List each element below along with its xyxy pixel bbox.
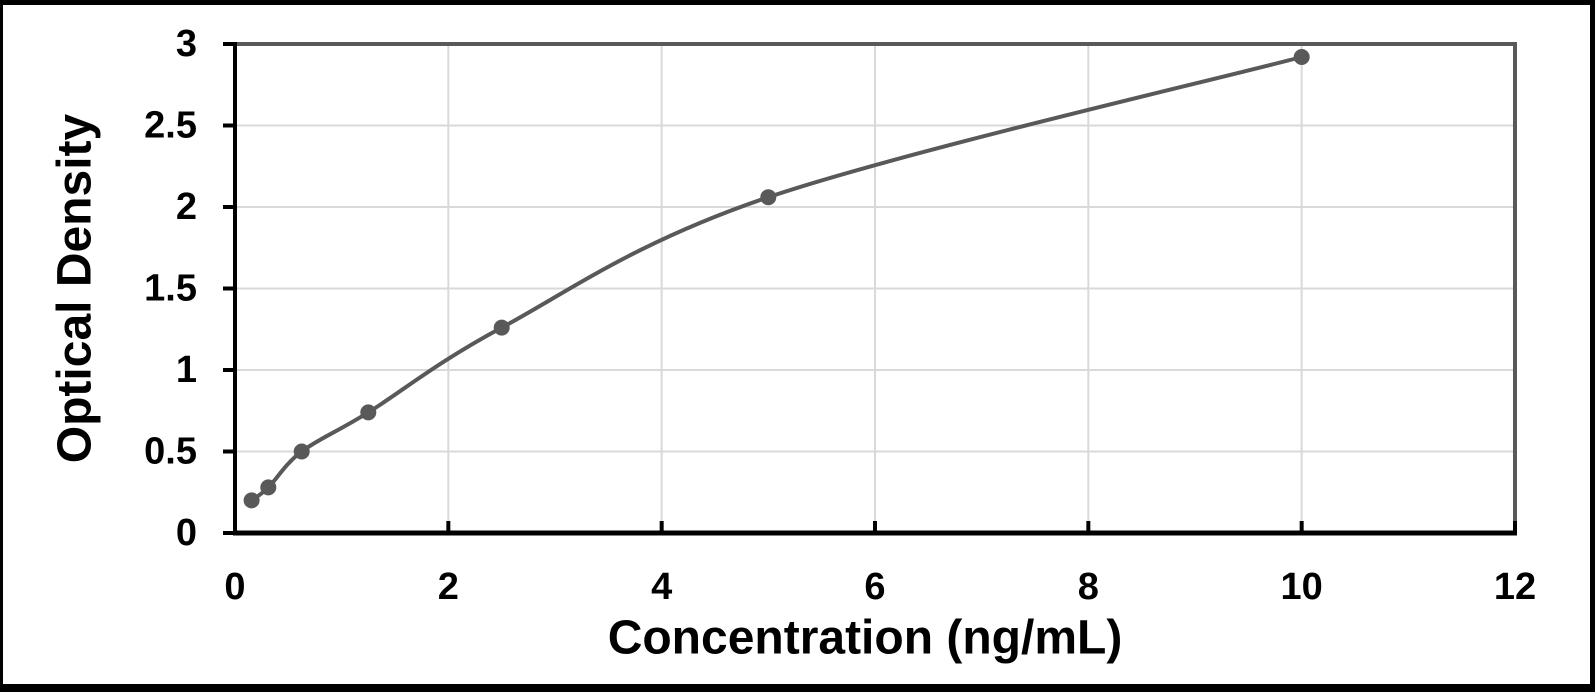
axis-labels: 0 0.5 1 1.5 2 2.5 3 0 2 4 6 8 10 12 Concentration (ng/…: [49, 23, 1537, 665]
data-point: [760, 189, 777, 206]
y-tick-label: 1: [176, 349, 197, 391]
x-tick-label: 2: [438, 566, 459, 608]
x-tick-label: 0: [224, 566, 245, 608]
y-tick-label: 1.5: [144, 268, 197, 310]
x-tick-label: 8: [1078, 566, 1099, 608]
x-tick-label: 12: [1494, 566, 1536, 608]
data-point: [293, 443, 310, 460]
x-tick-label: 6: [864, 566, 885, 608]
axis-lines: [233, 42, 1517, 536]
data-point-markers: [243, 49, 1310, 509]
plot-area-border: [235, 42, 1517, 533]
x-axis-title: Concentration (ng/mL): [608, 612, 1123, 665]
y-tick-label: 0: [176, 512, 197, 554]
data-point: [1293, 49, 1310, 65]
plot-border-path: [235, 42, 1517, 533]
data-point: [260, 479, 277, 496]
fitted-curve: [249, 55, 1304, 503]
data-point: [243, 492, 260, 509]
y-tick-label: 2.5: [144, 105, 197, 147]
y-tick-label: 3: [176, 23, 197, 65]
data-point: [360, 404, 377, 421]
x-tick-label: 4: [651, 566, 672, 608]
frame-left: [0, 0, 3, 692]
gridlines: [235, 44, 1515, 533]
data-point: [493, 319, 510, 336]
frame-right: [1590, 0, 1595, 692]
y-tick-label: 0.5: [144, 431, 197, 473]
y-axis-title: Optical Density: [49, 113, 102, 463]
y-tick-label: 2: [176, 186, 197, 228]
fit-line-path: [249, 55, 1304, 503]
frame-top: [0, 0, 1595, 5]
x-tick-label: 10: [1281, 566, 1323, 608]
frame-bottom: [0, 684, 1595, 692]
